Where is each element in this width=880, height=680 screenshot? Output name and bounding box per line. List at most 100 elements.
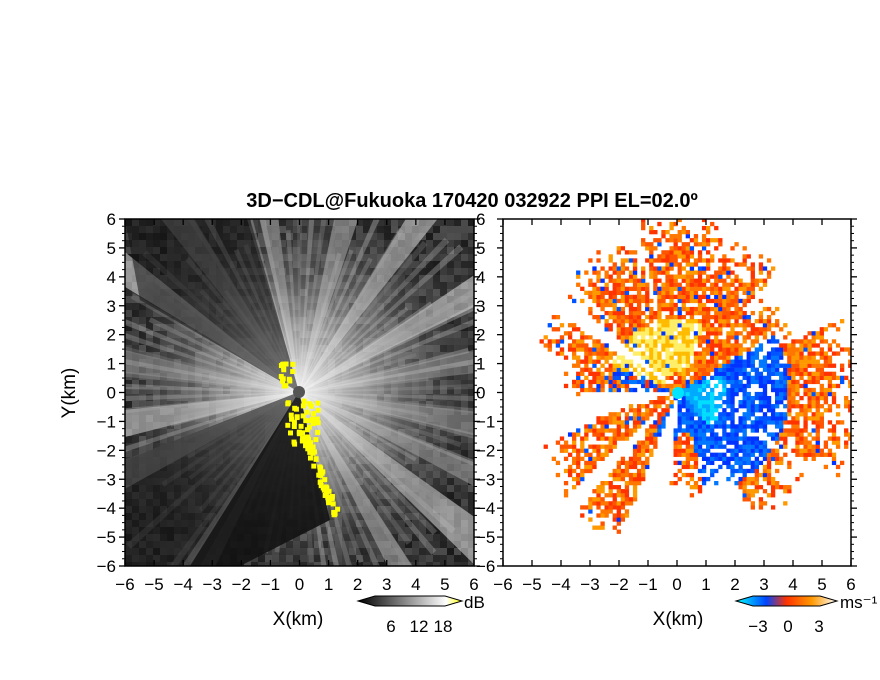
- velocity-cell: [596, 497, 601, 502]
- velocity-cell: [718, 266, 723, 271]
- velocity-cell: [701, 242, 707, 247]
- noise-cell: [447, 226, 454, 233]
- velocity-cell: [758, 262, 764, 267]
- velocity-cell: [669, 258, 674, 263]
- velocity-cell: [649, 242, 654, 247]
- velocity-cell: [689, 238, 695, 243]
- velocity-cell: [710, 258, 715, 263]
- velocity-cell: [612, 278, 617, 283]
- velocity-cell: [616, 375, 621, 381]
- velocity-cell: [722, 424, 727, 429]
- velocity-cell: [766, 379, 772, 385]
- velocity-cell: [710, 290, 715, 296]
- velocity-cell: [604, 513, 609, 518]
- velocity-cell: [580, 444, 585, 449]
- velocity-cell: [604, 355, 609, 360]
- velocity-cell: [742, 391, 747, 397]
- velocity-cell: [697, 404, 703, 409]
- velocity-cell: [726, 412, 731, 417]
- velocity-cell: [669, 302, 674, 308]
- noise-cell: [447, 548, 454, 555]
- velocity-cell: [657, 294, 662, 300]
- velocity-cell: [645, 460, 650, 466]
- highlight-cell: [317, 464, 323, 470]
- velocity-cell: [750, 408, 755, 413]
- velocity-cell: [673, 363, 678, 368]
- velocity-cell: [710, 428, 715, 433]
- velocity-cell: [600, 489, 605, 494]
- velocity-cell: [701, 347, 707, 352]
- velocity-cell: [616, 290, 621, 296]
- velocity-cell: [775, 355, 780, 360]
- velocity-cell: [596, 315, 601, 320]
- velocity-cell: [746, 282, 751, 287]
- reflectivity-axes: −6 −5 −4 −3 −2 −1 0 1 2 3 4 5 66 65 54 43 32 21 10 0−1 −1−2−…: [97, 210, 496, 594]
- velocity-cell: [738, 379, 743, 385]
- velocity-cell: [624, 375, 630, 381]
- velocity-cell: [710, 452, 715, 457]
- velocity-cell: [653, 266, 658, 271]
- velocity-cell: [681, 420, 686, 425]
- velocity-cell: [608, 323, 613, 328]
- velocity-cell: [722, 412, 727, 417]
- velocity-cell: [661, 424, 666, 429]
- velocity-cell: [588, 367, 593, 372]
- highlight-cell: [306, 424, 312, 430]
- velocity-cell: [628, 375, 634, 381]
- noise-cell: [377, 555, 384, 562]
- noise-cell: [447, 254, 454, 261]
- reflectivity-x-tick-label: −4: [173, 575, 192, 594]
- velocity-cell: [653, 436, 658, 441]
- velocity-cell: [592, 343, 597, 348]
- velocity-cell: [730, 359, 735, 364]
- velocity-cell: [600, 513, 605, 518]
- velocity-cell: [766, 404, 772, 409]
- velocity-cell: [628, 472, 634, 478]
- velocity-cell: [649, 359, 654, 364]
- noise-cell: [419, 534, 426, 541]
- velocity-cell: [632, 335, 638, 340]
- velocity-cell: [636, 290, 642, 296]
- velocity-cell: [608, 472, 613, 478]
- velocity-cell: [608, 327, 613, 332]
- velocity-cell: [592, 347, 597, 352]
- velocity-cell: [669, 339, 674, 344]
- velocity-cell: [628, 298, 634, 304]
- reflectivity-panel: −6 −5 −4 −3 −2 −1 0 1 2 3 4 5 66 65 54 43 32 21 10 0−1 −1−2−…: [59, 210, 496, 636]
- velocity-cell: [567, 331, 573, 336]
- velocity-cell: [632, 424, 638, 429]
- velocity-cell: [649, 383, 654, 389]
- velocity-cell: [604, 351, 609, 356]
- velocity-cell: [673, 432, 678, 437]
- velocity-cell: [580, 343, 585, 348]
- velocity-cell: [600, 485, 605, 490]
- velocity-cell: [718, 436, 723, 441]
- velocity-cell: [734, 323, 739, 328]
- velocity-cell: [632, 323, 638, 328]
- velocity-cell: [693, 262, 699, 267]
- velocity-cell: [673, 282, 678, 287]
- velocity-cell: [689, 294, 695, 300]
- velocity-cell: [714, 290, 719, 296]
- velocity-cell: [730, 452, 735, 457]
- highlight-cell: [322, 477, 328, 483]
- velocity-cell: [726, 424, 731, 429]
- velocity-cell: [572, 351, 577, 356]
- velocity-cell: [734, 387, 739, 393]
- velocity-cell: [730, 343, 735, 348]
- velocity-cell: [734, 302, 739, 308]
- highlight-cell: [303, 418, 309, 424]
- velocity-cell: [592, 460, 597, 466]
- velocity-cell: [722, 363, 727, 368]
- velocity-cell: [718, 270, 723, 275]
- velocity-cell: [624, 331, 630, 336]
- velocity-cell: [701, 290, 707, 296]
- velocity-cell: [628, 315, 634, 320]
- velocity-cell: [726, 282, 731, 287]
- velocity-cell: [620, 497, 626, 502]
- velocity-cell: [734, 452, 739, 457]
- velocity-cell: [730, 400, 735, 405]
- reflectivity-y-tick-label: −6: [97, 557, 116, 576]
- velocity-cell: [584, 387, 589, 393]
- velocity-cell: [576, 375, 581, 381]
